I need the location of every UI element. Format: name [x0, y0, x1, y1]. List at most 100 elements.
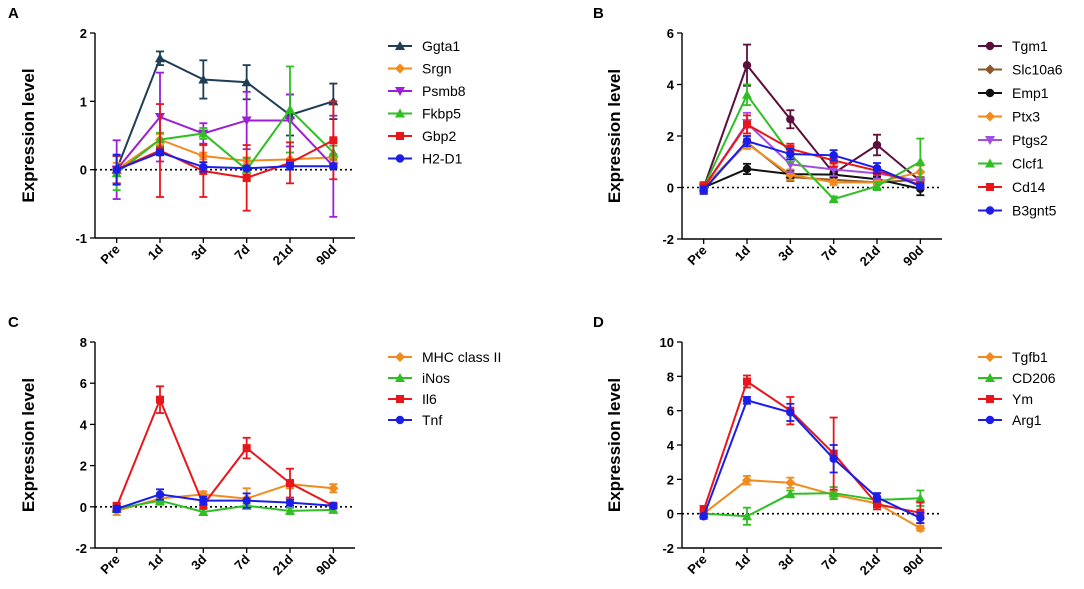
series-b3gnt5: [699, 135, 925, 195]
x-tick-label: 90d: [900, 242, 926, 268]
data-point: [743, 120, 751, 129]
legend-entry: Fkbp5: [388, 106, 461, 122]
y-tick-label: 6: [667, 404, 674, 419]
x-tick-label: 1d: [145, 551, 166, 572]
y-tick-label: 0: [667, 507, 674, 522]
x-tick-label: 21d: [857, 551, 883, 577]
legend-label: Ym: [1012, 391, 1033, 407]
x-tick-label: 90d: [313, 241, 339, 267]
x-tick-label: 1d: [145, 241, 166, 262]
legend-entry: Clcf1: [978, 156, 1044, 172]
panel-label: D: [593, 314, 604, 331]
y-tick-label: 2: [667, 129, 674, 144]
data-point: [916, 182, 925, 191]
legend-marker: [986, 183, 994, 191]
x-tick-label: 7d: [818, 551, 839, 572]
legend-marker: [395, 108, 405, 118]
y-axis-label: Expression level: [19, 68, 38, 202]
legend-label: Ptx3: [1012, 109, 1040, 125]
series-line: [702, 142, 921, 189]
legend-entry: Emp1: [978, 85, 1049, 101]
legend-marker: [985, 111, 995, 122]
legend-label: H2-D1: [422, 151, 463, 167]
legend-entry: Ptx3: [978, 109, 1040, 125]
x-tick-label: 7d: [818, 242, 839, 263]
x-tick-label: 90d: [313, 551, 339, 577]
legend-entry: Gbp2: [388, 128, 456, 144]
series-h2-d1: [112, 148, 338, 186]
data-point: [242, 496, 251, 505]
legend-entry: Cd14: [978, 179, 1046, 195]
y-tick-label: 10: [660, 335, 674, 350]
series-ym: [699, 374, 925, 525]
data-point: [785, 477, 796, 488]
y-tick-label: 4: [80, 417, 88, 432]
data-point: [829, 151, 838, 160]
legend-entry: Ym: [978, 391, 1033, 407]
data-point: [198, 74, 209, 84]
panel-label: B: [593, 5, 604, 22]
data-point: [285, 505, 295, 515]
data-point: [155, 148, 165, 157]
data-point: [199, 496, 208, 505]
legend-label: Tnf: [422, 412, 442, 428]
x-tick-label: Pre: [684, 552, 709, 577]
legend-label: Fkbp5: [422, 106, 461, 122]
data-point: [742, 396, 752, 405]
data-point: [829, 454, 838, 463]
data-point: [786, 408, 795, 417]
data-point: [285, 104, 295, 114]
x-tick-label: 7d: [231, 241, 252, 262]
legend-label: MHC class II: [422, 349, 501, 365]
data-point: [285, 162, 295, 171]
data-point: [785, 488, 796, 498]
series-line: [115, 115, 335, 171]
y-tick-label: 8: [667, 369, 674, 384]
legend-entry: H2-D1: [388, 151, 463, 167]
legend-label: Ggta1: [422, 38, 460, 54]
y-axis-label: Expression level: [19, 378, 38, 512]
data-point: [199, 162, 208, 172]
legend-entry: MHC class II: [388, 349, 501, 365]
y-tick-label: -2: [662, 232, 674, 247]
legend-label: Arg1: [1012, 412, 1042, 428]
x-tick-label: 90d: [900, 551, 926, 577]
legend-marker: [396, 132, 404, 140]
legend-entry: Tgfb1: [978, 349, 1048, 365]
data-point: [155, 53, 165, 63]
x-tick-label: 21d: [857, 242, 883, 268]
legend-marker: [395, 154, 405, 163]
y-tick-label: -2: [75, 541, 87, 556]
data-point: [329, 501, 338, 510]
data-point: [872, 163, 882, 173]
series-arg1: [699, 396, 925, 525]
y-tick-label: -1: [75, 231, 87, 246]
series-line: [116, 107, 335, 174]
data-point: [242, 164, 251, 173]
legend-label: Il6: [422, 391, 437, 407]
panel-b: B Expression level -2 0 2 4 6 Pre 1d 3d 7d 21d 90d Tg…: [593, 5, 1063, 269]
y-tick-label: 4: [667, 78, 675, 93]
data-point: [786, 149, 795, 159]
data-point: [828, 177, 839, 188]
legend-entry: Psmb8: [388, 83, 466, 99]
data-point: [872, 181, 882, 191]
data-point: [872, 493, 882, 502]
data-point: [242, 444, 251, 453]
legend-entry: Ggta1: [388, 38, 460, 54]
legend-label: iNos: [422, 370, 450, 386]
legend-marker: [395, 87, 405, 96]
data-point: [742, 89, 752, 99]
legend-entry: Tnf: [388, 412, 442, 428]
y-tick-label: 0: [80, 500, 87, 515]
data-point: [241, 77, 252, 87]
data-point: [286, 479, 294, 488]
legend-entry: CD206: [978, 370, 1056, 386]
y-tick-label: 6: [667, 26, 674, 41]
data-point: [329, 136, 338, 145]
y-tick-label: 2: [80, 459, 87, 474]
data-point: [699, 512, 708, 521]
series-line: [702, 140, 921, 191]
x-tick-label: 7d: [231, 551, 252, 572]
